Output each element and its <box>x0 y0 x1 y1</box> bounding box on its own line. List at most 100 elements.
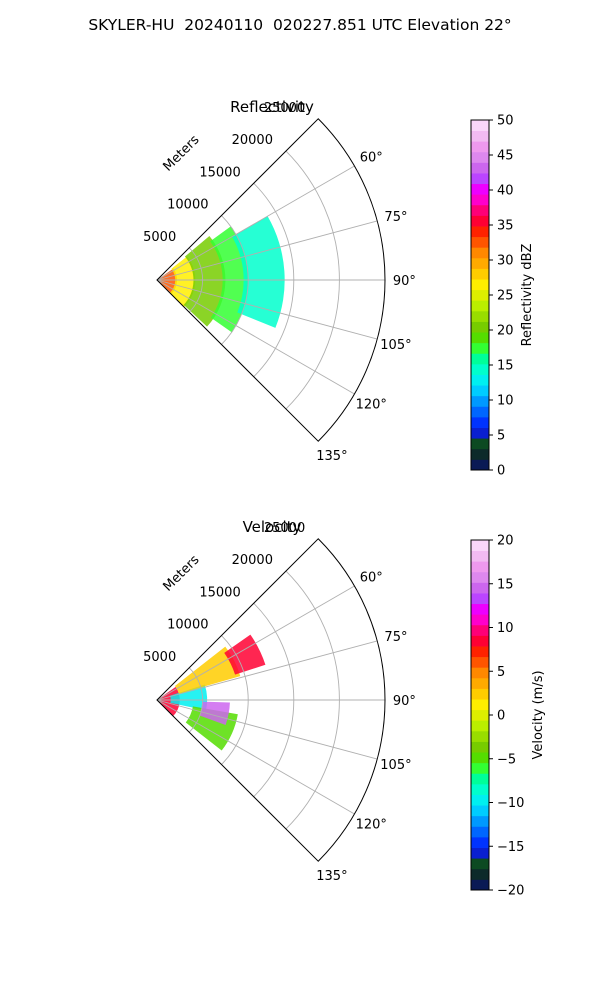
azimuth-line-1 <box>156 220 378 281</box>
colorbar-swatch <box>471 603 489 615</box>
range-tick-label: 5000 <box>143 650 176 665</box>
velocity-title: Velocity <box>243 518 302 536</box>
colorbar-swatch <box>471 342 489 354</box>
colorbar-swatch <box>471 321 489 333</box>
colorbar-tick-label: 5 <box>497 429 505 444</box>
azimuth-tick-label: 105° <box>380 338 411 353</box>
azimuth-line-3 <box>156 699 378 760</box>
colorbar-swatch <box>471 635 489 647</box>
colorbar-swatch <box>471 183 489 195</box>
colorbar-swatch <box>471 385 489 397</box>
azimuth-tick-label: 135° <box>316 449 347 464</box>
range-tick-label: 15000 <box>199 165 240 180</box>
colorbar-swatch <box>471 289 489 301</box>
azimuth-tick-label: 90° <box>393 274 416 289</box>
colorbar-tick-label: 45 <box>497 149 514 164</box>
colorbar-swatch <box>471 624 489 636</box>
colorbar-swatch <box>471 257 489 269</box>
colorbar-swatch <box>471 226 489 238</box>
colorbar-swatch <box>471 162 489 174</box>
colorbar-swatch <box>471 794 489 806</box>
reflectivity-panel: Reflectivity 5000 10000 15000 20000 25000 60… <box>143 98 535 479</box>
colorbar-tick-label: −20 <box>497 884 524 899</box>
azimuth-tick-label: 120° <box>356 398 387 413</box>
colorbar-swatch <box>471 151 489 163</box>
colorbar-swatch <box>471 448 489 460</box>
azimuth-line-0 <box>156 585 355 701</box>
range-tick-label: 25000 <box>264 101 305 116</box>
colorbar-tick-label: 20 <box>497 534 514 549</box>
velocity-panel: Velocity 5000 10000 15000 20000 25000 60° 75°… <box>143 518 546 899</box>
colorbar-swatch <box>471 310 489 322</box>
field-band-0 <box>157 268 178 294</box>
range-tick-label: 5000 <box>143 230 176 245</box>
colorbar-swatch <box>471 406 489 418</box>
colorbar-swatch <box>471 752 489 764</box>
reflectivity-grid <box>156 118 386 442</box>
sector-outline <box>156 538 386 862</box>
colorbar-swatch <box>471 300 489 312</box>
colorbar-swatch <box>471 720 489 732</box>
colorbar-swatch <box>471 353 489 365</box>
colorbar-tick-label: −15 <box>497 840 524 855</box>
colorbar-swatch <box>471 688 489 700</box>
azimuth-tick-label: 120° <box>356 818 387 833</box>
colorbar-swatch <box>471 741 489 753</box>
azimuth-tick-label: 135° <box>316 869 347 884</box>
colorbar-swatch <box>471 858 489 870</box>
range-tick-label: 25000 <box>264 521 305 536</box>
sector-outline <box>156 118 386 442</box>
range-tick-label: 10000 <box>167 198 208 213</box>
colorbar-swatch <box>471 699 489 711</box>
colorbar-swatch <box>471 646 489 658</box>
field-band-4 <box>232 216 285 328</box>
azimuth-tick-label: 60° <box>360 570 383 585</box>
colorbar-tick-label: 10 <box>497 394 514 409</box>
colorbar-swatch <box>471 363 489 375</box>
field-band-5 <box>224 634 266 675</box>
colorbar-tick-label: 25 <box>497 289 514 304</box>
colorbar-swatch <box>471 614 489 626</box>
colorbar-swatch <box>471 279 489 291</box>
colorbar-tick-label: 50 <box>497 114 514 129</box>
velocity-azimuth-ticks: 60° 75° 90° 105° 120° 135° <box>316 570 416 884</box>
field-band-4 <box>199 701 230 725</box>
velocity-range-ticks: 5000 10000 15000 20000 25000 <box>143 521 305 665</box>
colorbar-swatch <box>471 571 489 583</box>
azimuth-line-4 <box>156 279 355 395</box>
reflectivity-title: Reflectivity <box>230 98 314 116</box>
velocity-radial-label: Meters <box>161 552 203 594</box>
field-band-2 <box>174 646 241 694</box>
colorbar-swatch <box>471 826 489 838</box>
colorbar-swatch <box>471 667 489 679</box>
colorbar-swatch <box>471 593 489 605</box>
colorbar-swatch <box>471 762 489 774</box>
reflectivity-azimuth-ticks: 60° 75° 90° 105° 120° 135° <box>316 150 416 464</box>
colorbar-swatch <box>471 416 489 428</box>
colorbar-swatch <box>471 141 489 153</box>
velocity-grid <box>156 538 386 862</box>
reflectivity-radial-label: Meters <box>161 132 203 174</box>
range-tick-label: 20000 <box>232 133 273 148</box>
colorbar-swatch <box>471 561 489 573</box>
colorbar-tick-label: 5 <box>497 665 505 680</box>
field-band-1 <box>170 684 208 711</box>
reflectivity-range-ticks: 5000 10000 15000 20000 25000 <box>143 101 305 245</box>
range-tick-label: 10000 <box>167 618 208 633</box>
colorbar-tick-label: 30 <box>497 254 514 269</box>
azimuth-tick-label: 105° <box>380 758 411 773</box>
figure-title: SKYLER-HU 20240110 020227.851 UTC Elevat… <box>88 16 512 34</box>
velocity-colorbar-label: Velocity (m/s) <box>531 670 546 759</box>
colorbar-swatch <box>471 677 489 689</box>
colorbar-tick-label: 35 <box>497 219 514 234</box>
colorbar-swatch <box>471 836 489 848</box>
colorbar-swatch <box>471 130 489 142</box>
colorbar-swatch <box>471 815 489 827</box>
colorbar-tick-label: 40 <box>497 184 514 199</box>
colorbar-tick-label: 0 <box>497 464 505 479</box>
colorbar-swatch <box>471 879 489 891</box>
colorbar-tick-label: 10 <box>497 621 514 636</box>
colorbar-swatch <box>471 374 489 386</box>
azimuth-line-1 <box>156 640 378 701</box>
